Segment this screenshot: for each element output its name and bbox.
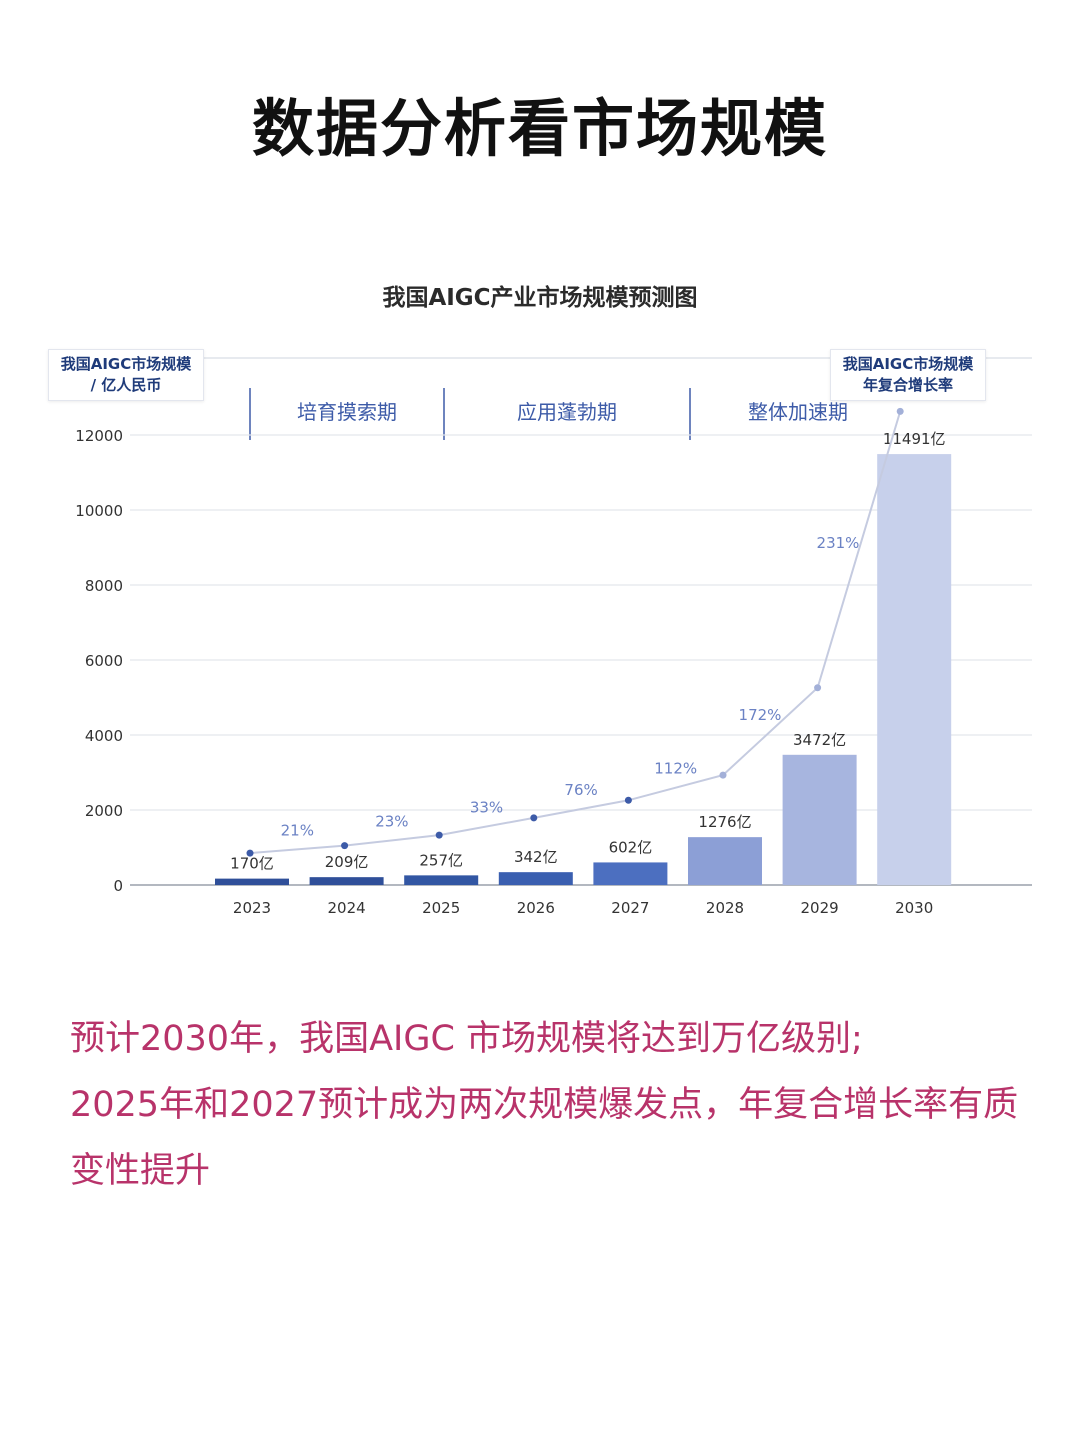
growth-point — [896, 407, 904, 415]
growth-rate-legend: 我国AIGC市场规模 年复合增长率 — [830, 349, 986, 401]
bar — [688, 837, 762, 885]
growth-point — [624, 796, 632, 804]
bar-value-label: 3472亿 — [793, 731, 846, 749]
bar-value-label: 11491亿 — [883, 430, 946, 448]
bar — [877, 454, 952, 885]
bar — [593, 862, 668, 885]
summary-text: 预计2030年，我国AIGC 市场规模将达到万亿级别; 2025年和2027预计… — [70, 1006, 1030, 1204]
y-tick-label: 2000 — [85, 802, 123, 820]
legend-line: 我国AIGC市场规模 — [842, 355, 974, 373]
x-tick-label: 2024 — [328, 899, 366, 917]
growth-point — [814, 684, 822, 692]
market-size-chart: 0 2000 4000 6000 8000 10000 12000 170亿 209亿 257亿 3… — [48, 357, 1032, 917]
growth-point — [246, 849, 254, 857]
bar-value-label: 209亿 — [325, 853, 369, 871]
legend-line: 年复合增长率 — [862, 376, 953, 394]
growth-point — [341, 842, 349, 850]
phase-label-acceleration: 整体加速期 — [748, 400, 848, 424]
growth-rate-label: 23% — [375, 812, 408, 830]
chart-container: 0 2000 4000 6000 8000 10000 12000 170亿 209亿 257亿 3… — [32, 250, 1048, 960]
growth-rate-label: 21% — [281, 821, 314, 839]
x-tick-label: 2025 — [422, 899, 460, 917]
growth-rate-label: 76% — [564, 781, 597, 799]
y-axis-legend-text: 我国AIGC市场规模 / 亿人民币 — [55, 354, 197, 396]
growth-point — [719, 771, 727, 779]
growth-point — [530, 814, 538, 822]
x-tick-label: 2030 — [895, 899, 933, 917]
y-axis-legend: 我国AIGC市场规模 / 亿人民币 — [48, 349, 204, 401]
summary-line-2: 2025年和2027预计成为两次规模爆发点，年复合增长率有质变性提升 — [70, 1085, 1019, 1191]
y-tick-label: 8000 — [85, 577, 123, 595]
chart-title: 我国AIGC产业市场规模预测图 — [382, 285, 698, 311]
phase-label-application: 应用蓬勃期 — [517, 400, 617, 424]
bar-value-label: 1276亿 — [698, 813, 751, 831]
y-tick-label: 10000 — [75, 502, 123, 520]
bar — [215, 878, 289, 885]
y-tick-label: 4000 — [85, 727, 123, 745]
bar-value-label: 257亿 — [419, 851, 463, 869]
summary-line-1: 预计2030年，我国AIGC 市场规模将达到万亿级别; — [70, 1019, 863, 1059]
bar — [782, 754, 857, 885]
x-tick-label: 2028 — [706, 899, 744, 917]
growth-rate-label: 231% — [817, 534, 860, 552]
bar-value-label: 170亿 — [230, 855, 274, 873]
bar — [498, 872, 573, 885]
growth-rate-label: 112% — [654, 760, 697, 778]
growth-rate-label: 172% — [739, 706, 782, 724]
bar-value-label: 602亿 — [609, 838, 653, 856]
bar — [404, 875, 479, 885]
bar-value-label: 342亿 — [514, 848, 558, 866]
phase-label-incubation: 培育摸索期 — [297, 400, 397, 424]
growth-point — [435, 831, 443, 839]
growth-rate-legend-text: 我国AIGC市场规模 年复合增长率 — [837, 354, 979, 396]
page-title: 数据分析看市场规模 — [251, 92, 828, 165]
y-tick-label: 0 — [113, 877, 123, 895]
growth-line — [249, 411, 902, 855]
x-tick-label: 2026 — [517, 899, 555, 917]
legend-line: / 亿人民币 — [90, 376, 162, 394]
x-tick-label: 2027 — [611, 899, 649, 917]
y-tick-label: 6000 — [85, 652, 123, 670]
bar — [309, 877, 384, 885]
x-tick-label: 2023 — [233, 899, 271, 917]
growth-rate-label: 33% — [470, 799, 503, 817]
x-tick-label: 2029 — [801, 899, 839, 917]
legend-line: 我国AIGC市场规模 — [60, 355, 192, 373]
y-tick-label: 12000 — [75, 427, 123, 445]
